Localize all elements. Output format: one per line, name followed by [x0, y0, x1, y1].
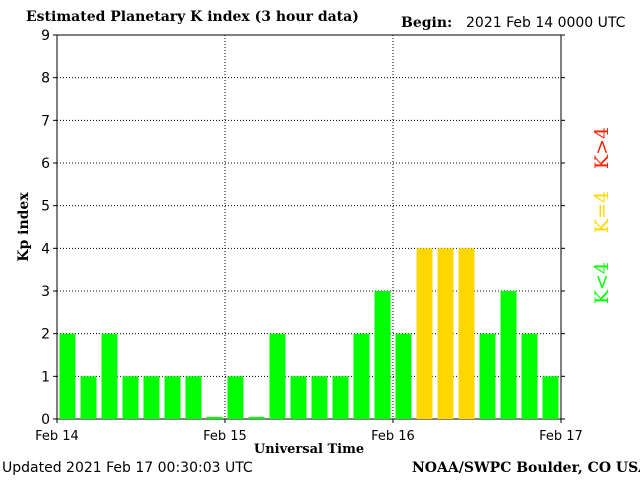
kp-bar — [206, 416, 223, 419]
kp-bar — [332, 376, 349, 419]
x-tick-label: Feb 17 — [539, 429, 583, 444]
kp-bar — [164, 376, 181, 419]
y-tick-label: 7 — [41, 113, 50, 129]
y-axis-title: Kp index — [16, 192, 32, 262]
kp-bar — [101, 333, 118, 419]
y-tick-label: 0 — [41, 412, 50, 428]
y-tick-label: 1 — [41, 369, 50, 385]
legend-label: K=4 — [591, 191, 613, 233]
kp-bar — [185, 376, 202, 419]
kp-bar — [500, 291, 517, 419]
y-tick-label: 3 — [41, 284, 50, 300]
kp-bar — [248, 416, 265, 419]
kp-bar — [122, 376, 139, 419]
x-tick-label: Feb 15 — [203, 429, 247, 444]
kp-bar — [143, 376, 160, 419]
x-axis-title: Universal Time — [254, 442, 364, 457]
kp-bar — [269, 333, 286, 419]
kp-bar — [395, 333, 412, 419]
kp-bar — [437, 248, 454, 419]
kp-bar — [227, 376, 244, 419]
y-tick-label: 4 — [41, 241, 50, 257]
kp-bar — [80, 376, 97, 419]
kp-bar — [479, 333, 496, 419]
kp-bar — [542, 376, 559, 419]
y-tick-label: 2 — [41, 327, 50, 343]
kp-bar — [458, 248, 475, 419]
source-credit: NOAA/SWPC Boulder, CO USA — [412, 460, 640, 476]
y-tick-label: 9 — [41, 28, 50, 44]
kp-bar — [521, 333, 538, 419]
kp-bar — [416, 248, 433, 419]
updated-value: 2021 Feb 17 00:30:03 UTC — [66, 460, 253, 476]
y-tick-label: 6 — [41, 156, 50, 172]
begin-label: Begin: — [401, 15, 453, 31]
chart-title: Estimated Planetary K index (3 hour data… — [26, 9, 359, 25]
x-tick-label: Feb 14 — [35, 429, 79, 444]
kp-bar — [353, 333, 370, 419]
x-tick-label: Feb 16 — [371, 429, 415, 444]
y-tick-label: 5 — [41, 199, 50, 215]
kp-bar — [290, 376, 307, 419]
begin-value: 2021 Feb 14 0000 UTC — [466, 15, 626, 31]
kp-bar — [59, 333, 76, 419]
kp-bar — [374, 291, 391, 419]
updated-label: Updated — [2, 460, 62, 476]
updated-timestamp: Updated 2021 Feb 17 00:30:03 UTC — [2, 460, 253, 476]
legend-label: K<4 — [591, 262, 613, 304]
legend-label: K>4 — [591, 127, 613, 169]
y-tick-label: 8 — [41, 71, 50, 87]
kp-bar — [311, 376, 328, 419]
